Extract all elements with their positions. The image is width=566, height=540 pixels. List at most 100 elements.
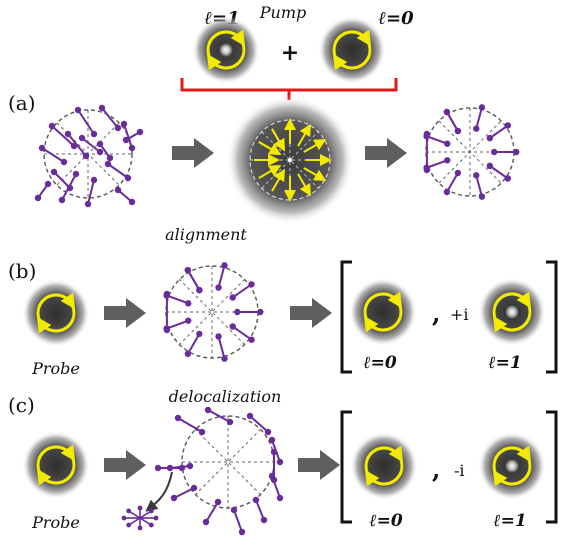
molecule [38,144,68,166]
panel-c-caption: delocalization [169,387,282,406]
molecule [98,104,122,132]
circular-arrow-icon [364,445,404,487]
molecule [184,266,203,294]
molecule [163,290,171,334]
molecule [270,448,278,484]
molecule [246,412,272,436]
panel-b-caption: alignment [165,225,247,244]
random-molecules [34,104,144,208]
molecule [120,120,136,152]
circular-arrow-icon [492,445,532,487]
molecule [486,162,512,182]
molecule [184,330,203,358]
molecule [230,506,246,536]
pump-beam-l0 [318,16,386,84]
molecule [443,108,462,135]
field-vector [297,173,312,197]
field-vector [271,128,286,152]
field-vector [303,138,327,153]
probe-label-c: Probe [31,513,80,532]
molecule [252,496,268,524]
molecule [204,406,234,426]
probe-label-b: Probe [31,359,80,378]
pump-plus-sign: + [281,40,299,66]
molecule [170,484,198,502]
field-vector [303,167,327,182]
molecule [229,323,255,343]
molecule-group [34,104,144,208]
phase-c: -i [454,461,465,480]
bracket-right-b [546,260,558,374]
molecule [34,180,52,202]
molecule [58,170,80,204]
molecule-group [163,262,264,362]
field-vector [258,164,282,179]
result-beam-l1-c [478,432,546,500]
circular-arrow-icon [36,444,76,486]
result-label-l1-c: ℓ=1 [493,511,526,531]
separator-c: , [432,455,440,484]
right-arrow-icon [104,298,146,328]
circular-arrow-icon [36,292,76,334]
molecule [114,186,136,206]
molecule [473,172,486,200]
bracket-right-c [546,410,558,524]
molecule [104,160,132,182]
result-label-l0-b: ℓ=0 [363,353,397,373]
result-beam-l0-b [349,278,417,346]
result-beam-l1-b [478,278,546,346]
molecule [268,472,284,502]
molecule-group [154,406,284,536]
field-vector [258,141,282,156]
aligned-molecules [423,104,520,200]
molecule-group [423,104,520,200]
pump-title: Pump [259,3,306,22]
pump-beam-l1 [192,16,260,84]
right-arrow-icon [298,450,340,480]
molecule [174,414,206,436]
molecule [74,106,98,138]
phase-b: +i [450,305,469,324]
field-vector [297,123,312,147]
pump-right-beam-label: ℓ=0 [378,8,414,29]
molecule [491,148,520,156]
intensity-spot [219,43,233,57]
molecule [443,169,462,196]
right-arrow-icon [365,138,407,168]
pump-induced-alignment-beam [226,96,354,224]
molecule [64,130,90,160]
delocalized-molecules [154,406,284,536]
right-arrow-icon [104,450,146,480]
bracket-left-c [340,410,352,524]
molecule [215,333,228,362]
field-vector [271,168,286,192]
separator-b: , [432,299,440,328]
molecule [234,308,264,316]
probe-beam-c [22,431,90,499]
probe-beam-b [22,279,90,347]
field-vector-arrows [254,118,332,202]
molecule [473,104,486,132]
result-label-l0-c: ℓ=0 [369,511,403,531]
aligned-molecules-b [163,262,264,362]
result-beam-l0-c [350,432,418,500]
molecule [202,498,222,526]
molecule [122,128,144,144]
curved-arrow-icon [145,471,173,512]
molecule [84,176,98,208]
right-arrow-icon [290,298,332,328]
right-arrow-icon [172,138,214,168]
molecule [78,134,104,156]
molecule [48,122,78,150]
molecule [96,140,114,162]
bracket-left-b [340,260,352,374]
circular-arrow-icon [206,29,246,71]
circular-arrow-icon [363,291,403,333]
molecule [154,464,186,472]
panel-a-label: (a) [8,91,36,115]
molecule [486,122,512,142]
molecule [229,281,255,301]
molecule [215,262,228,291]
circular-arrow-icon [492,291,532,333]
